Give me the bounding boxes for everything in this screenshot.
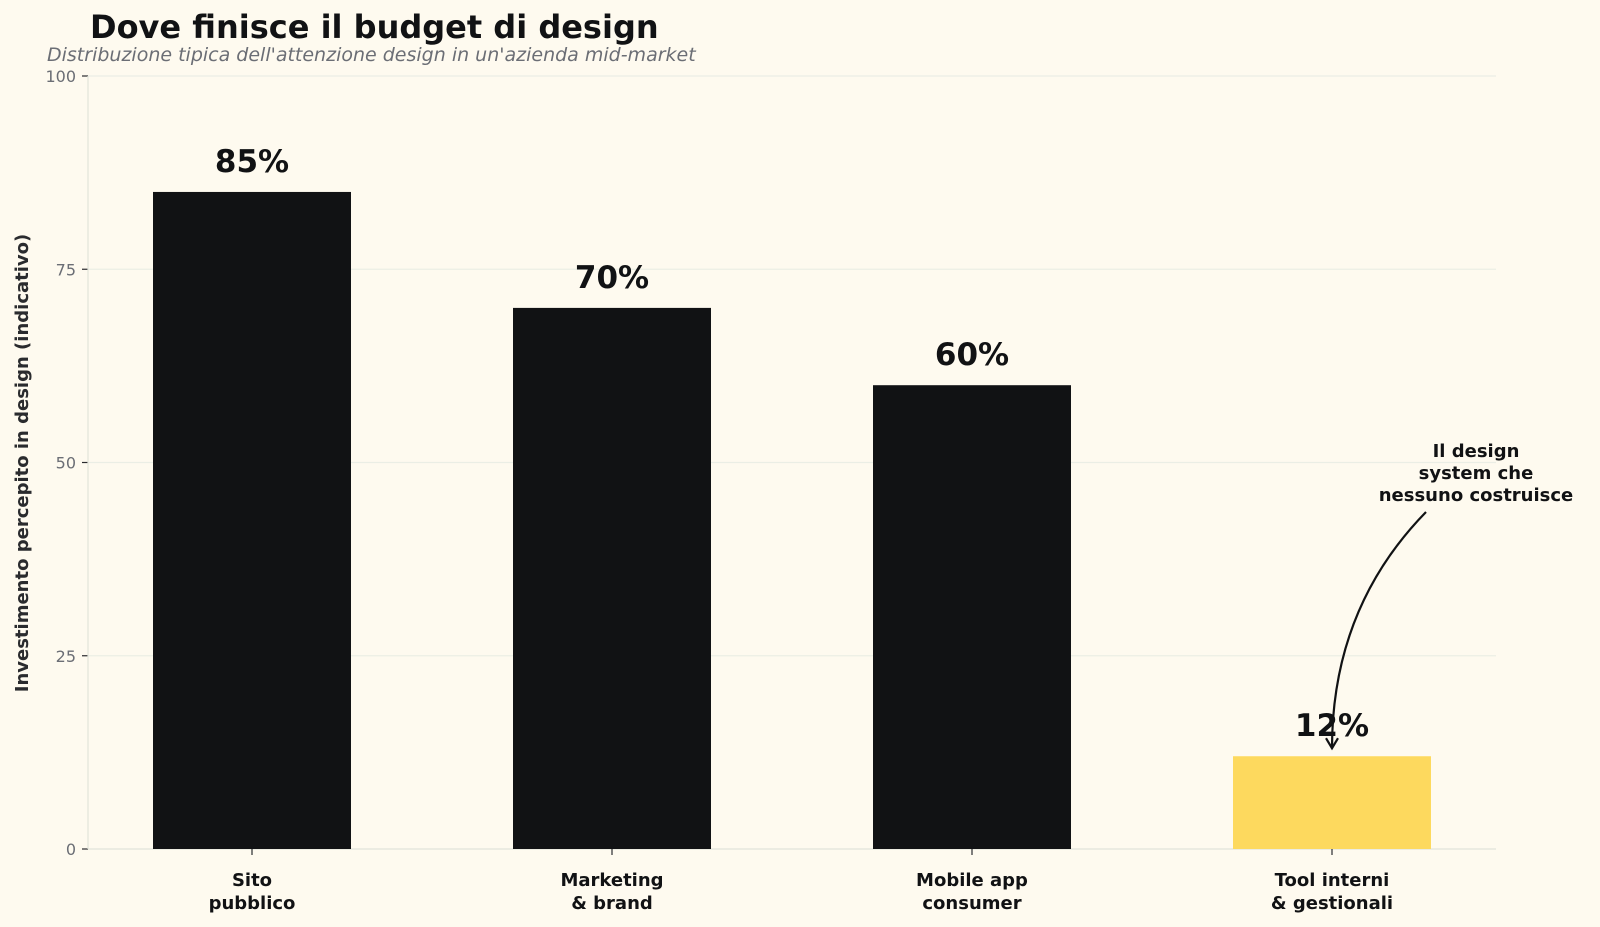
x-tick-label: consumer <box>922 893 1021 914</box>
x-tick-label: pubblico <box>209 893 296 914</box>
annotation-text: Il design <box>1433 441 1520 462</box>
x-tick-label: Marketing <box>560 870 663 891</box>
y-tick-label: 75 <box>56 260 76 279</box>
bar <box>873 385 1071 849</box>
data-label: 70% <box>575 260 649 296</box>
x-tick-label: Mobile app <box>916 870 1028 891</box>
x-tick-label: Sito <box>232 870 272 891</box>
annotation-arrow <box>1330 511 1427 749</box>
annotation-arrowhead <box>1325 737 1339 751</box>
y-tick-label: 0 <box>66 840 76 859</box>
bar <box>513 307 711 849</box>
data-label: 60% <box>935 337 1009 373</box>
y-axis-label: Investimento percepito in design (indica… <box>12 234 33 692</box>
x-tick-label: & gestionali <box>1271 893 1393 914</box>
x-tick-label: & brand <box>571 893 653 914</box>
data-label: 85% <box>215 144 289 180</box>
y-tick-label: 100 <box>45 67 76 86</box>
chart-subtitle: Distribuzione tipica dell'attenzione des… <box>47 44 697 66</box>
bar <box>153 191 351 849</box>
annotation-text: system che <box>1419 463 1534 484</box>
annotation-text: nessuno costruisce <box>1379 485 1574 506</box>
y-tick-label: 25 <box>56 647 76 666</box>
bar-layer <box>153 191 1431 849</box>
x-tick-label: Tool interni <box>1275 870 1390 891</box>
chart-title: Dove finisce il budget di design <box>90 8 659 46</box>
y-tick-label: 50 <box>56 454 76 473</box>
bar <box>1233 756 1431 849</box>
